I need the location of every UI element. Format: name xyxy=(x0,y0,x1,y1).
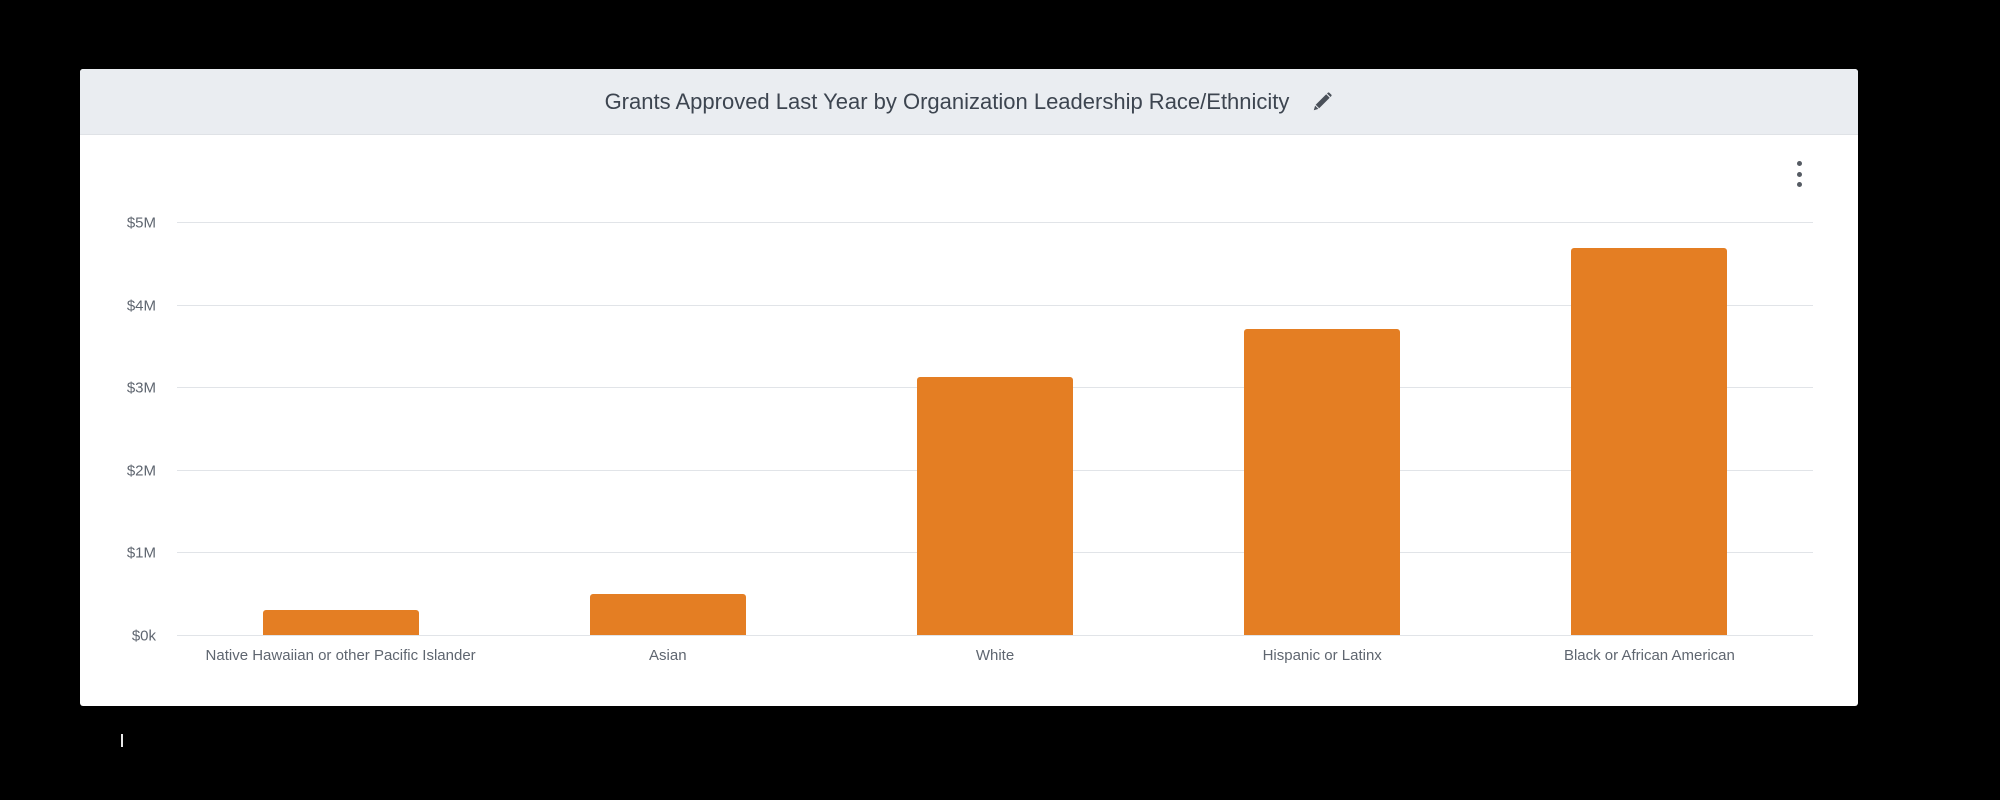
panel-header: Grants Approved Last Year by Organizatio… xyxy=(80,69,1858,135)
y-axis-tick-label: $4M xyxy=(126,297,156,315)
y-axis-tick-label: $0k xyxy=(131,627,156,645)
bar[interactable] xyxy=(1571,247,1728,635)
text-cursor xyxy=(121,734,123,747)
bar[interactable] xyxy=(589,593,746,635)
chart-title: Grants Approved Last Year by Organizatio… xyxy=(604,88,1290,114)
x-axis-category-label: Black or African American xyxy=(1563,647,1735,664)
gridline xyxy=(177,304,1813,306)
edit-title-button[interactable] xyxy=(1311,91,1333,113)
bar[interactable] xyxy=(262,610,419,635)
bar[interactable] xyxy=(1244,329,1401,635)
y-axis-tick-label: $1M xyxy=(126,544,156,562)
x-axis-category-label: Asian xyxy=(649,647,687,664)
pencil-icon xyxy=(1314,91,1333,110)
chart-menu-button[interactable] xyxy=(1790,159,1808,189)
y-axis-tick-label: $5M xyxy=(126,214,156,232)
kebab-dot xyxy=(1796,182,1802,187)
kebab-dot xyxy=(1796,171,1802,177)
x-axis-category-label: Native Hawaiian or other Pacific Islande… xyxy=(205,647,476,664)
y-axis-tick-label: $2M xyxy=(126,462,156,480)
x-axis-category-label: Hispanic or Latinx xyxy=(1262,647,1382,664)
bar[interactable] xyxy=(917,377,1073,635)
gridline xyxy=(177,222,1813,223)
kebab-dot xyxy=(1796,161,1802,166)
chart-panel: Grants Approved Last Year by Organizatio… xyxy=(80,69,1858,706)
gridline xyxy=(177,635,1813,636)
y-axis-tick-label: $3M xyxy=(126,379,156,397)
x-axis-category-label: White xyxy=(975,647,1015,664)
bar-chart-plot: $0k $1M $2M $3M $4M $5M Native Hawaiian or oth… xyxy=(80,69,1858,706)
